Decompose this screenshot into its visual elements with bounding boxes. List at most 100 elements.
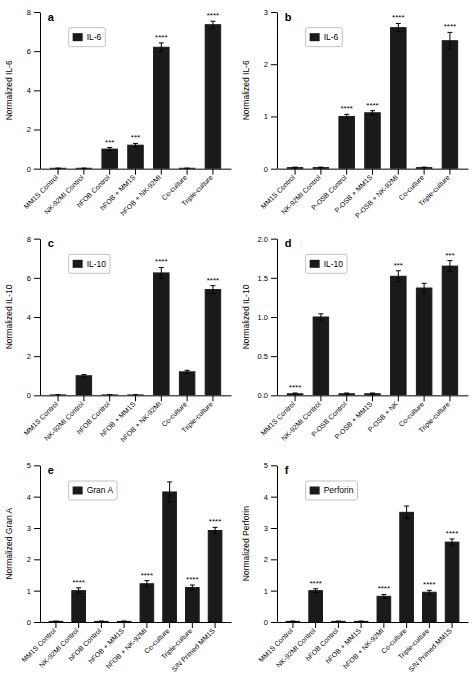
tick: NK-92MI Control	[38, 622, 80, 669]
x-axis: MM1S ControlNK-92MI ControlhFOB Controlh…	[23, 395, 232, 443]
tick-label: 6	[27, 47, 31, 56]
y-axis: 012345	[27, 461, 41, 627]
x-axis: MM1S ControlNK-92MI ControlP-OSB Control…	[260, 169, 469, 219]
error-cap	[422, 292, 427, 293]
tick-mark	[83, 395, 84, 401]
panel-label: f	[285, 464, 289, 476]
error-bar	[359, 621, 364, 622]
tick-label: P-OSB + NK-92MI	[354, 174, 400, 220]
tick-mark	[34, 317, 40, 318]
tick-mark	[34, 356, 40, 357]
error-cap	[370, 392, 375, 393]
bars	[50, 25, 220, 169]
error-bar	[370, 111, 375, 115]
error-cap	[381, 594, 386, 595]
panel: 02468MM1S ControlNK-92MI ControlhFOB Con…	[4, 235, 232, 444]
axis-domain	[277, 239, 278, 396]
legend-frame	[306, 481, 358, 500]
legend-label: IL-10	[87, 259, 107, 269]
plot-area	[287, 261, 457, 396]
y-axis-title: Normalized IL-6	[4, 60, 14, 120]
significance-label: ****	[207, 11, 219, 20]
error-cap	[107, 147, 112, 148]
tick: 0	[264, 618, 277, 627]
significance-label: ****	[309, 579, 321, 588]
tick-mark	[34, 591, 40, 592]
tick: 2.0	[258, 235, 277, 244]
significance-label: ***	[105, 138, 114, 147]
tick-mark	[146, 622, 147, 628]
error-bars	[290, 506, 454, 622]
tick-mark	[372, 169, 373, 175]
error-bar	[210, 21, 215, 28]
error-line	[424, 283, 425, 292]
tick-mark	[271, 356, 277, 357]
tick-label: NK-92MI Control	[275, 627, 317, 669]
significance-labels: ****************	[309, 529, 458, 593]
tick-label: 5	[27, 461, 31, 470]
tick-mark	[187, 395, 188, 401]
error-cap	[81, 376, 86, 377]
panel-label: b	[285, 11, 292, 23]
tick-mark	[124, 622, 125, 628]
tick: 0	[27, 165, 40, 174]
panel: 012345MM1S ControlNK-92MI ControlhFOB Co…	[241, 461, 469, 673]
tick-mark	[109, 395, 110, 401]
tick-mark	[271, 116, 277, 117]
significance-labels: **********	[289, 251, 455, 392]
legend: IL-6	[306, 28, 343, 47]
tick-mark	[101, 622, 102, 628]
significance-label: ****	[186, 575, 198, 584]
error-line	[406, 506, 407, 519]
tick: 8	[27, 235, 40, 244]
legend-frame	[306, 28, 343, 47]
bar	[309, 591, 323, 622]
panel-label: d	[285, 237, 292, 249]
tick-label: 4	[264, 493, 268, 502]
error-cap	[318, 313, 323, 314]
error-bar	[422, 283, 427, 292]
error-cap	[159, 51, 164, 52]
bar	[391, 276, 406, 395]
tick: hFOB + NK-92MI	[342, 622, 385, 670]
tick-mark	[271, 278, 277, 279]
tick-label: hFOB + NK-92MI	[119, 400, 162, 443]
error-bar	[81, 375, 86, 377]
tick-mark	[383, 622, 384, 628]
tick: S/N Primed MM1S	[407, 622, 453, 673]
tick-mark	[34, 465, 40, 466]
tick-label: Triple-culture	[417, 174, 451, 208]
bar	[442, 266, 457, 395]
tick-mark	[58, 169, 59, 175]
error-line	[161, 267, 162, 278]
error-bar	[290, 621, 295, 622]
error-cap	[159, 267, 164, 268]
plot-area	[50, 267, 220, 395]
bar	[102, 149, 117, 169]
tick-mark	[34, 239, 40, 240]
error-line	[78, 588, 79, 594]
error-cap	[318, 168, 323, 169]
axis-domain	[40, 466, 41, 623]
tick-mark	[346, 395, 347, 401]
error-cap	[99, 621, 104, 622]
tick: 0	[264, 165, 277, 174]
tick: 6	[27, 274, 40, 283]
bar	[313, 317, 328, 395]
error-line	[383, 594, 384, 598]
tick-label: Triple-culture	[180, 174, 214, 208]
error-line	[320, 314, 321, 320]
axis-domain	[277, 466, 278, 623]
tick-mark	[34, 622, 40, 623]
tick-mark	[83, 169, 84, 175]
tick: 4	[27, 86, 40, 95]
tick: Triple-culture	[417, 169, 451, 208]
tick-mark	[169, 622, 170, 628]
error-cap	[167, 481, 172, 482]
tick-mark	[34, 169, 40, 170]
tick-label: P-OSB + NK	[366, 400, 399, 433]
error-bars	[293, 261, 453, 395]
tick: P-OSB + MM1S	[333, 395, 374, 440]
error-line	[135, 143, 136, 147]
error-bar	[427, 590, 432, 594]
